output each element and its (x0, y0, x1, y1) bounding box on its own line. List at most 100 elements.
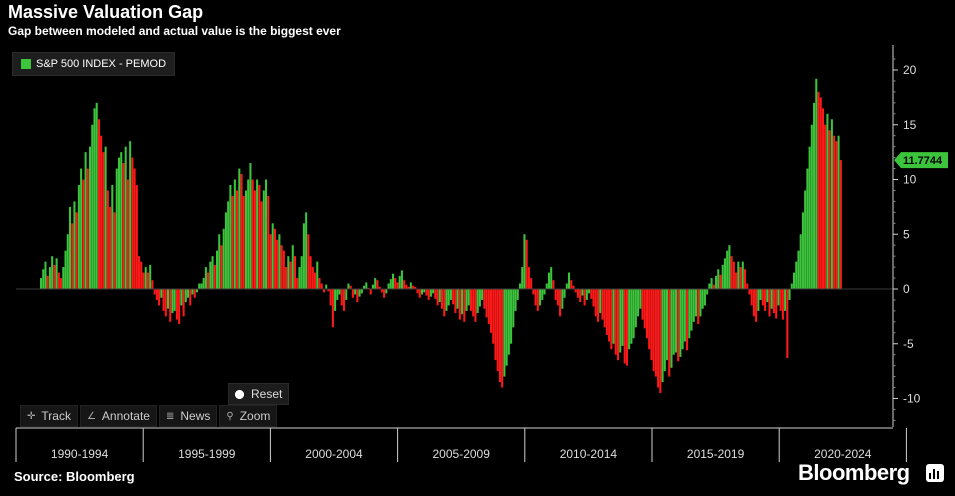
chart-bar (340, 289, 343, 306)
chart-bar (280, 245, 283, 289)
chart-bar (158, 289, 161, 306)
chart-bar (189, 289, 192, 306)
chart-bar (663, 289, 666, 372)
chart-bar (563, 289, 566, 298)
chart-bar (775, 289, 778, 319)
chart-bar (498, 289, 501, 383)
chart-bar (276, 239, 279, 289)
chart-bar (567, 272, 571, 289)
chart-bar (202, 278, 205, 289)
chart-bar (120, 152, 123, 290)
chart-bar (547, 272, 550, 289)
chart-bar (371, 284, 374, 289)
chart-bar (639, 289, 642, 309)
chart-bar (737, 261, 740, 290)
chart-bar (113, 212, 116, 289)
chart-bar (712, 284, 715, 289)
chart-bar (839, 160, 842, 289)
chart-bar (396, 282, 399, 289)
chart-bar (619, 289, 622, 353)
chart-bar (550, 267, 553, 289)
annotate-button[interactable]: ∠ Annotate (79, 405, 157, 427)
x-period-label: 2015-2019 (687, 447, 745, 461)
chart-bar (523, 234, 526, 289)
chart-bar (458, 289, 461, 320)
track-button[interactable]: ✛ Track (20, 405, 78, 427)
zoom-button[interactable]: ⚲ Zoom (219, 405, 278, 427)
chart-bar (630, 289, 633, 344)
chart-bar (755, 289, 758, 322)
legend[interactable]: S&P 500 INDEX - PEMOD (12, 52, 176, 76)
chart-bar (686, 289, 689, 351)
chart-bar (193, 289, 196, 298)
chart-bar (770, 289, 773, 309)
chart-bar (645, 289, 649, 339)
chart-bar (325, 284, 328, 289)
reset-button[interactable]: Reset (228, 383, 290, 405)
chart-bar (75, 212, 78, 289)
chart-bar (784, 289, 787, 311)
chart-bar (102, 152, 105, 290)
chart-bar (135, 184, 138, 289)
chart-bar (195, 289, 198, 293)
chart-bar (347, 283, 350, 289)
chart-bar (285, 267, 288, 289)
chart-bar (133, 168, 136, 289)
chart-bar (62, 267, 65, 289)
news-button[interactable]: ≣ News (158, 405, 218, 427)
chart-bar (358, 289, 361, 297)
chart-bar (507, 289, 510, 355)
chart-bar (427, 289, 430, 300)
chart-bar (657, 289, 660, 388)
chart-bar (828, 130, 831, 289)
pencil-icon: ∠ (86, 410, 96, 422)
chart-bar (253, 190, 256, 289)
chart-bar (86, 168, 89, 289)
y-tick-label: 20 (903, 63, 917, 77)
chart-bar (391, 273, 395, 289)
chart-bar (187, 289, 190, 298)
chart-bar (679, 289, 682, 357)
chart-bar (579, 289, 582, 303)
chart-bar (817, 91, 820, 290)
chart-bar (739, 267, 742, 289)
chart-bar (68, 206, 72, 290)
chart-bar (307, 234, 310, 289)
chart-bar (378, 286, 381, 289)
chart-bar (131, 157, 134, 289)
chart-bar (837, 135, 840, 289)
chart-bar (503, 289, 506, 377)
chart-bar (565, 283, 568, 289)
track-label: Track (41, 409, 71, 423)
chart-bar (420, 289, 423, 295)
chart-bar (643, 289, 646, 329)
chart-bar (474, 289, 477, 322)
chart-bar (171, 289, 174, 314)
chart-bar (625, 289, 628, 366)
chart-bar (730, 256, 733, 289)
y-tick-label: 10 (903, 173, 917, 187)
chart-bar (826, 113, 829, 289)
chart-bar (766, 289, 769, 303)
chart-bar (438, 289, 441, 303)
chart-bar (305, 212, 308, 289)
chart-bar (122, 163, 125, 289)
chart-bar (830, 119, 833, 289)
chart-bar (561, 289, 564, 309)
chart-bar (262, 190, 265, 289)
chart-bar (534, 289, 537, 306)
chart-bar (175, 289, 178, 320)
chart-bar (354, 289, 357, 295)
chart-bar (374, 278, 377, 289)
chart-bar (764, 289, 767, 311)
chart-bar (650, 289, 653, 361)
chart-bar (336, 289, 339, 300)
chart-bar (271, 223, 274, 289)
chart-bar (51, 256, 54, 289)
chart-bar (42, 269, 45, 289)
chart-bar (759, 289, 762, 300)
chart-bar (670, 289, 673, 368)
chart-bar (835, 141, 838, 289)
chart-bar (717, 269, 720, 289)
chart-bar (692, 289, 695, 322)
